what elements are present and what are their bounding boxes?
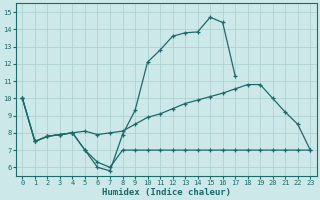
X-axis label: Humidex (Indice chaleur): Humidex (Indice chaleur) [102, 188, 231, 197]
